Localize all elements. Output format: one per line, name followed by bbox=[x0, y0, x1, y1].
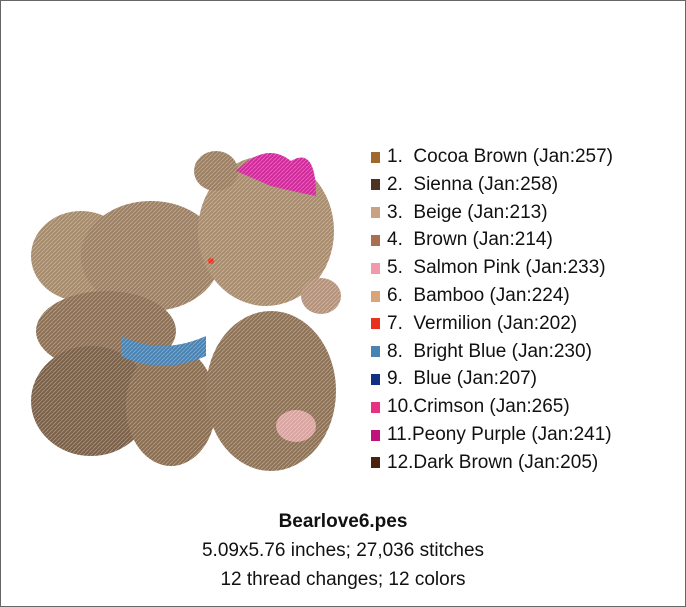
thread-label: 9. Blue (Jan:207) bbox=[387, 368, 537, 390]
embroidery-image bbox=[21, 141, 361, 501]
color-swatch bbox=[371, 152, 380, 163]
thread-label: 12.Dark Brown (Jan:205) bbox=[387, 452, 598, 474]
thread-label: 8. Bright Blue (Jan:230) bbox=[387, 341, 592, 363]
color-swatch bbox=[371, 402, 380, 413]
color-swatch bbox=[371, 430, 380, 441]
color-swatch bbox=[371, 235, 380, 246]
file-name: Bearlove6.pes bbox=[1, 511, 685, 533]
color-swatch bbox=[371, 374, 380, 385]
thread-row: 3. Beige (Jan:213) bbox=[371, 201, 548, 225]
thread-row: 1. Cocoa Brown (Jan:257) bbox=[371, 145, 613, 169]
color-swatch bbox=[371, 207, 380, 218]
color-swatch bbox=[371, 291, 380, 302]
color-swatch bbox=[371, 179, 380, 190]
design-preview: 1. Cocoa Brown (Jan:257) 2. Sienna (Jan:2… bbox=[0, 0, 686, 607]
thread-row: 4. Brown (Jan:214) bbox=[371, 228, 553, 252]
thread-row: 11.Peony Purple (Jan:241) bbox=[371, 423, 612, 447]
thread-label: 2. Sienna (Jan:258) bbox=[387, 174, 558, 196]
changes-info: 12 thread changes; 12 colors bbox=[1, 569, 685, 591]
color-swatch bbox=[371, 346, 380, 357]
thread-label: 6. Bamboo (Jan:224) bbox=[387, 285, 570, 307]
thread-row: 9. Blue (Jan:207) bbox=[371, 367, 537, 391]
thread-label: 5. Salmon Pink (Jan:233) bbox=[387, 257, 606, 279]
size-info: 5.09x5.76 inches; 27,036 stitches bbox=[1, 540, 685, 562]
color-swatch bbox=[371, 318, 380, 329]
thread-row: 7. Vermilion (Jan:202) bbox=[371, 312, 577, 336]
thread-label: 11.Peony Purple (Jan:241) bbox=[387, 424, 612, 446]
thread-row: 10.Crimson (Jan:265) bbox=[371, 395, 570, 419]
thread-label: 4. Brown (Jan:214) bbox=[387, 229, 553, 251]
thread-row: 5. Salmon Pink (Jan:233) bbox=[371, 256, 606, 280]
thread-label: 10.Crimson (Jan:265) bbox=[387, 396, 570, 418]
color-swatch bbox=[371, 263, 380, 274]
thread-row: 6. Bamboo (Jan:224) bbox=[371, 284, 570, 308]
thread-row: 8. Bright Blue (Jan:230) bbox=[371, 340, 592, 364]
thread-label: 3. Beige (Jan:213) bbox=[387, 202, 548, 224]
thread-label: 7. Vermilion (Jan:202) bbox=[387, 313, 577, 335]
thread-label: 1. Cocoa Brown (Jan:257) bbox=[387, 146, 613, 168]
thread-row: 2. Sienna (Jan:258) bbox=[371, 173, 558, 197]
color-swatch bbox=[371, 457, 380, 468]
thread-row: 12.Dark Brown (Jan:205) bbox=[371, 451, 598, 475]
